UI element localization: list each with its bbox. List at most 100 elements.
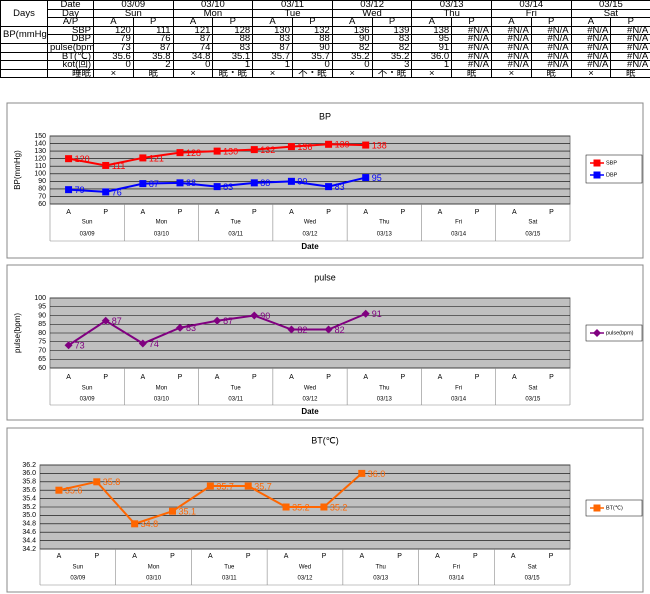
group-date: 03/10 bbox=[146, 576, 162, 582]
data-label: 35.2 bbox=[292, 502, 310, 512]
y-tick-label: 110 bbox=[35, 163, 46, 170]
group-date: 03/10 bbox=[154, 397, 170, 403]
data-point bbox=[101, 316, 110, 325]
data-point bbox=[213, 147, 221, 155]
x-tick-label: A bbox=[363, 209, 368, 216]
data-point bbox=[138, 339, 147, 348]
data-label: 35.8 bbox=[103, 477, 121, 487]
data-label: 130 bbox=[223, 146, 238, 156]
x-tick-label: P bbox=[401, 209, 406, 216]
data-point bbox=[55, 486, 63, 494]
y-tick-label: 36.2 bbox=[22, 462, 36, 469]
data-label: 91 bbox=[372, 309, 382, 319]
y-tick-label: 80 bbox=[38, 186, 46, 193]
row: kot(回) 0 2 0 1 1 0 0 3 1 #N/A #N/A #N/A #N/A #N/A bbox=[0, 60, 650, 70]
data-point bbox=[287, 177, 295, 185]
group-day: Fri bbox=[455, 386, 462, 392]
data-label: 90 bbox=[297, 177, 307, 187]
group-date: 03/15 bbox=[525, 397, 541, 403]
data-point bbox=[65, 186, 73, 194]
data-label: 121 bbox=[149, 153, 164, 163]
x-tick-label: A bbox=[512, 374, 517, 381]
group-day: Sun bbox=[82, 220, 93, 226]
group-day: Tue bbox=[231, 220, 242, 226]
legend-box bbox=[585, 324, 643, 342]
data-label: 111 bbox=[112, 161, 126, 171]
group-date: 03/11 bbox=[222, 576, 237, 582]
x-tick-label: P bbox=[252, 209, 257, 216]
group-date: 03/12 bbox=[302, 232, 318, 238]
x-tick-label: P bbox=[103, 374, 108, 381]
x-tick-label: P bbox=[252, 374, 257, 381]
legend-marker bbox=[593, 329, 601, 337]
x-tick-label: A bbox=[215, 374, 220, 381]
legend-box bbox=[585, 154, 643, 184]
data-label: 35.6 bbox=[65, 486, 83, 496]
data-point bbox=[176, 323, 184, 332]
data-point bbox=[358, 469, 366, 477]
x-tick-label: P bbox=[178, 374, 183, 381]
data-point bbox=[139, 154, 147, 162]
group-date: 03/15 bbox=[525, 576, 541, 582]
row: DBP 79 76 87 88 83 88 90 83 95 #N/A #N/A #N/A #N/A #N/… bbox=[1, 34, 650, 44]
group-date: 03/15 bbox=[525, 232, 541, 238]
data-label: 36.0 bbox=[368, 469, 386, 479]
y-tick-label: 75 bbox=[38, 339, 46, 346]
x-tick-label: P bbox=[170, 553, 175, 560]
legend-label: SBP bbox=[606, 160, 617, 166]
x-tick-label: P bbox=[549, 209, 554, 216]
y-tick-label: 130 bbox=[34, 148, 46, 155]
data-label: 88 bbox=[260, 178, 270, 188]
x-tick-label: A bbox=[57, 553, 62, 560]
row: 睡眠 × 眠 × 眠・眠 × 不・眠 × 不・眠 × 眠 × 眠 × 眠 bbox=[0, 68, 650, 79]
x-axis-label: Date bbox=[301, 407, 319, 416]
y-tick-label: 34.8 bbox=[22, 521, 36, 528]
x-tick-label: P bbox=[322, 553, 327, 560]
y-tick-label: 70 bbox=[38, 347, 46, 354]
x-tick-label: P bbox=[94, 553, 99, 560]
group-date: 03/12 bbox=[302, 397, 318, 403]
data-point bbox=[250, 179, 258, 187]
y-tick-label: 34.6 bbox=[22, 529, 36, 536]
data-point bbox=[93, 478, 101, 486]
y-axis-label: pulse(bpm) bbox=[13, 313, 22, 353]
group-day: Mon bbox=[156, 386, 168, 392]
data-table: Days Date 03/09 03/10 03/11 03/12 03/13 03/14 03… bbox=[0, 0, 650, 79]
chart-title: BP bbox=[319, 111, 331, 121]
data-point bbox=[362, 174, 370, 182]
data-label: 87 bbox=[149, 179, 159, 189]
group-day: Fri bbox=[455, 220, 462, 226]
x-tick-label: A bbox=[66, 374, 71, 381]
x-tick-label: A bbox=[215, 209, 220, 216]
group-date: 03/14 bbox=[449, 576, 465, 582]
y-tick-label: 100 bbox=[34, 295, 46, 302]
y-tick-label: 80 bbox=[38, 330, 46, 337]
y-tick-label: 35.8 bbox=[22, 479, 36, 486]
x-tick-label: A bbox=[438, 374, 443, 381]
data-label: 34.8 bbox=[141, 519, 159, 529]
y-tick-label: 100 bbox=[34, 171, 46, 178]
group-date: 03/11 bbox=[228, 397, 243, 403]
data-point bbox=[102, 161, 110, 169]
cell: 不・眠 bbox=[291, 68, 333, 79]
row: BT(℃) 35.6 35.8 34.8 35.1 35.7 35.7 35.2 35.2 36.… bbox=[0, 51, 650, 62]
legend-marker bbox=[593, 171, 601, 179]
legend-label: DBP bbox=[606, 172, 618, 178]
group-day: Wed bbox=[299, 565, 311, 571]
data-label: 87 bbox=[223, 316, 233, 326]
x-tick-label: A bbox=[363, 374, 368, 381]
group-date: 03/14 bbox=[451, 232, 467, 238]
x-tick-label: A bbox=[289, 374, 294, 381]
y-tick-label: 85 bbox=[38, 321, 46, 328]
data-point bbox=[282, 503, 290, 511]
data-point bbox=[324, 325, 333, 334]
group-date: 03/09 bbox=[70, 576, 86, 582]
data-point bbox=[287, 325, 296, 334]
data-point bbox=[64, 341, 73, 350]
group-day: Sat bbox=[528, 386, 537, 392]
x-tick-label: P bbox=[549, 553, 554, 560]
group-day: Wed bbox=[304, 220, 316, 226]
x-tick-label: A bbox=[132, 553, 137, 560]
data-label: 120 bbox=[75, 154, 90, 164]
